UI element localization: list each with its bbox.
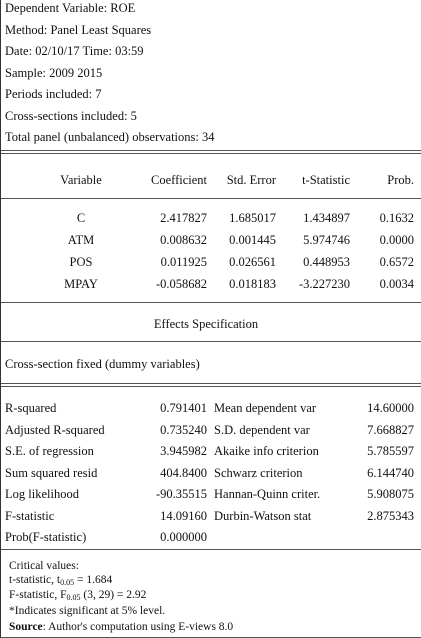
stat-cell: 14.09160 xyxy=(160,508,207,523)
stat-cell: Log likelihood xyxy=(5,487,79,501)
header-line: Total panel (unbalanced) observations: 3… xyxy=(5,130,215,144)
table-cell: 0.1632 xyxy=(379,211,414,225)
note-subscript: 0.05 xyxy=(66,593,81,602)
stat-cell: 14.60000 xyxy=(367,401,414,415)
rule xyxy=(1,549,421,550)
stat-cell: 0.000000 xyxy=(160,530,207,544)
column-header: Prob. xyxy=(387,173,414,187)
table-cell: 0.448953 xyxy=(303,255,350,269)
table-cell: 0.026561 xyxy=(229,255,276,269)
section-title: Effects Specification xyxy=(153,317,259,331)
table-cell: 0.0000 xyxy=(379,233,414,247)
stat-cell: 0.735240 xyxy=(160,422,207,437)
column-header: Variable xyxy=(60,173,102,187)
header-line: Periods included: 7 xyxy=(5,87,102,101)
effects-spec: Cross-section fixed (dummy variables) xyxy=(5,357,200,371)
header-line: Cross-sections included: 5 xyxy=(5,108,137,123)
table-cell: -3.227230 xyxy=(298,277,350,291)
note-text: F-statistic, F xyxy=(9,589,67,601)
stat-cell: Akaike info criterion xyxy=(214,444,319,458)
table-cell: ATM xyxy=(67,233,95,247)
notes-title: Critical values: xyxy=(9,560,79,572)
table-cell: 0.6572 xyxy=(379,255,414,269)
stat-cell: 6.144740 xyxy=(367,465,414,480)
stat-cell: 2.875343 xyxy=(367,508,414,523)
table-cell: 0.008632 xyxy=(160,233,207,247)
stat-cell: F-statistic xyxy=(5,508,55,523)
note-text: (3, 29) = 2.92 xyxy=(80,589,147,601)
table-cell: C xyxy=(76,211,86,225)
note-text: = 1.684 xyxy=(74,574,113,586)
table-cell: 0.011925 xyxy=(160,255,207,269)
header-line: Method: Panel Least Squares xyxy=(5,22,152,37)
rule xyxy=(1,150,421,151)
table-cell: 5.974746 xyxy=(303,233,350,247)
header-line: Dependent Variable: ROE xyxy=(5,1,136,15)
stat-cell: Sum squared resid xyxy=(5,465,98,480)
stat-cell: 7.668827 xyxy=(367,422,414,437)
table-cell: 1.685017 xyxy=(229,211,276,225)
rule xyxy=(1,386,421,387)
table-cell: 0.0034 xyxy=(379,277,414,291)
note-line: F-statistic, F0.05 (3, 29) = 2.92 xyxy=(9,587,146,606)
stat-cell: Prob(F-statistic) xyxy=(5,530,87,544)
stat-cell: 5.785597 xyxy=(367,444,414,458)
stat-cell: 5.908075 xyxy=(367,487,414,501)
table-cell: MPAY xyxy=(64,277,98,291)
stat-cell: 3.945982 xyxy=(160,444,207,458)
table-cell: 0.001445 xyxy=(229,233,276,247)
table-cell: 2.417827 xyxy=(160,211,207,225)
rule xyxy=(1,302,421,303)
table-cell: POS xyxy=(69,255,93,269)
stat-cell: Hannan-Quinn criter. xyxy=(214,487,321,501)
rule xyxy=(1,153,421,154)
header-line: Date: 02/10/17 Time: 03:59 xyxy=(5,44,144,58)
stat-cell: Mean dependent var xyxy=(214,401,317,415)
note-line: t-statistic, t0.05 = 1.684 xyxy=(9,572,112,591)
stat-cell: 404.8400 xyxy=(160,465,207,480)
note-line: *Indicates significant at 5% level. xyxy=(9,605,166,617)
rule xyxy=(1,341,421,342)
note-subscript: 0.05 xyxy=(60,578,75,587)
column-header: Std. Error xyxy=(226,173,276,187)
column-header: t-Statistic xyxy=(302,173,350,187)
source-text: : Author's computation using E-views 8.0 xyxy=(42,621,234,633)
source-label: Source xyxy=(9,621,43,633)
column-header: Coefficient xyxy=(151,173,207,187)
stat-cell: Schwarz criterion xyxy=(214,465,303,480)
note-text: t-statistic, t xyxy=(9,574,61,586)
header-line: Sample: 2009 2015 xyxy=(5,65,103,80)
table-cell: -0.058682 xyxy=(155,277,207,291)
stat-cell: Durbin-Watson stat xyxy=(214,508,312,523)
stat-cell: R-squared xyxy=(5,401,57,415)
note-line: Source: Author's computation using E-vie… xyxy=(9,619,233,635)
rule xyxy=(1,198,421,199)
table-cell: 1.434897 xyxy=(303,211,350,225)
stat-cell: S.D. dependent var xyxy=(214,422,310,437)
stat-cell: 0.791401 xyxy=(160,401,207,415)
table-cell: 0.018183 xyxy=(229,277,276,291)
stat-cell: -90.35515 xyxy=(155,487,207,501)
rule xyxy=(1,383,421,384)
stat-cell: Adjusted R-squared xyxy=(5,422,105,437)
stat-cell: S.E. of regression xyxy=(5,444,94,458)
